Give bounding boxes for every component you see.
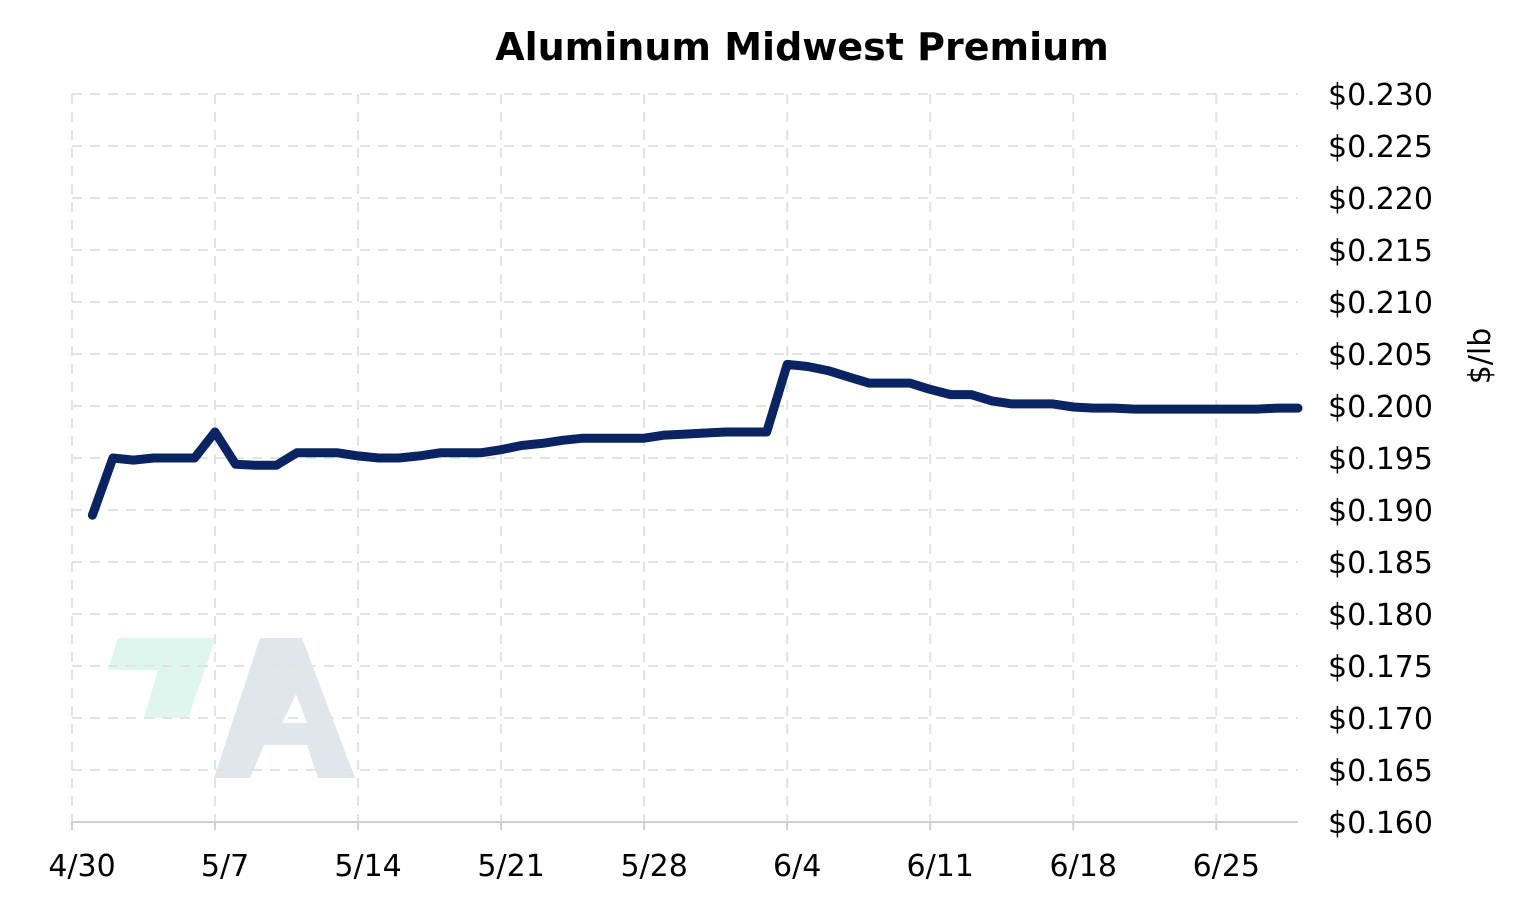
y-tick-label: $0.190 — [1328, 494, 1433, 529]
y-tick-label: $0.180 — [1328, 598, 1433, 633]
series-line — [87, 359, 1303, 520]
y-axis-label: $/lb — [1463, 328, 1498, 385]
y-tick-label: $0.220 — [1328, 182, 1433, 217]
y-tick-label: $0.200 — [1328, 390, 1433, 425]
watermark-logo — [108, 638, 355, 778]
y-tick-label: $0.165 — [1328, 754, 1433, 789]
y-tick-label: $0.210 — [1328, 286, 1433, 321]
y-tick-label: $0.185 — [1328, 546, 1433, 581]
y-tick-label: $0.230 — [1328, 78, 1433, 113]
x-tick-label: 6/25 — [1193, 849, 1260, 884]
chart-title: Aluminum Midwest Premium — [495, 25, 1109, 69]
x-tick-label: 6/11 — [907, 849, 974, 884]
x-tick-label: 5/28 — [620, 849, 687, 884]
watermark-green-shape — [108, 638, 216, 718]
x-tick-label: 4/30 — [48, 849, 115, 884]
x-tick-label: 5/21 — [477, 849, 544, 884]
y-tick-label: $0.225 — [1328, 130, 1433, 165]
y-tick-label: $0.215 — [1328, 234, 1433, 269]
x-tick-label: 5/14 — [334, 849, 401, 884]
watermark-letter-a-counter — [282, 694, 307, 723]
x-axis-ticks: 4/30 5/7 5/14 5/21 5/28 6/4 6/11 6/18 6/25 — [48, 822, 1260, 884]
y-tick-label: $0.205 — [1328, 338, 1433, 373]
y-tick-label: $0.160 — [1328, 806, 1433, 841]
y-tick-label: $0.175 — [1328, 650, 1433, 685]
x-tick-label: 6/18 — [1050, 849, 1117, 884]
y-axis-ticks: $0.230 $0.225 $0.220 $0.215 $0.210 $0.205 $0.2… — [1328, 78, 1433, 841]
x-tick-label: 6/4 — [773, 849, 821, 884]
y-tick-label: $0.195 — [1328, 442, 1433, 477]
watermark-letter-a — [214, 638, 355, 778]
y-tick-label: $0.170 — [1328, 702, 1433, 737]
x-tick-label: 5/7 — [201, 849, 249, 884]
